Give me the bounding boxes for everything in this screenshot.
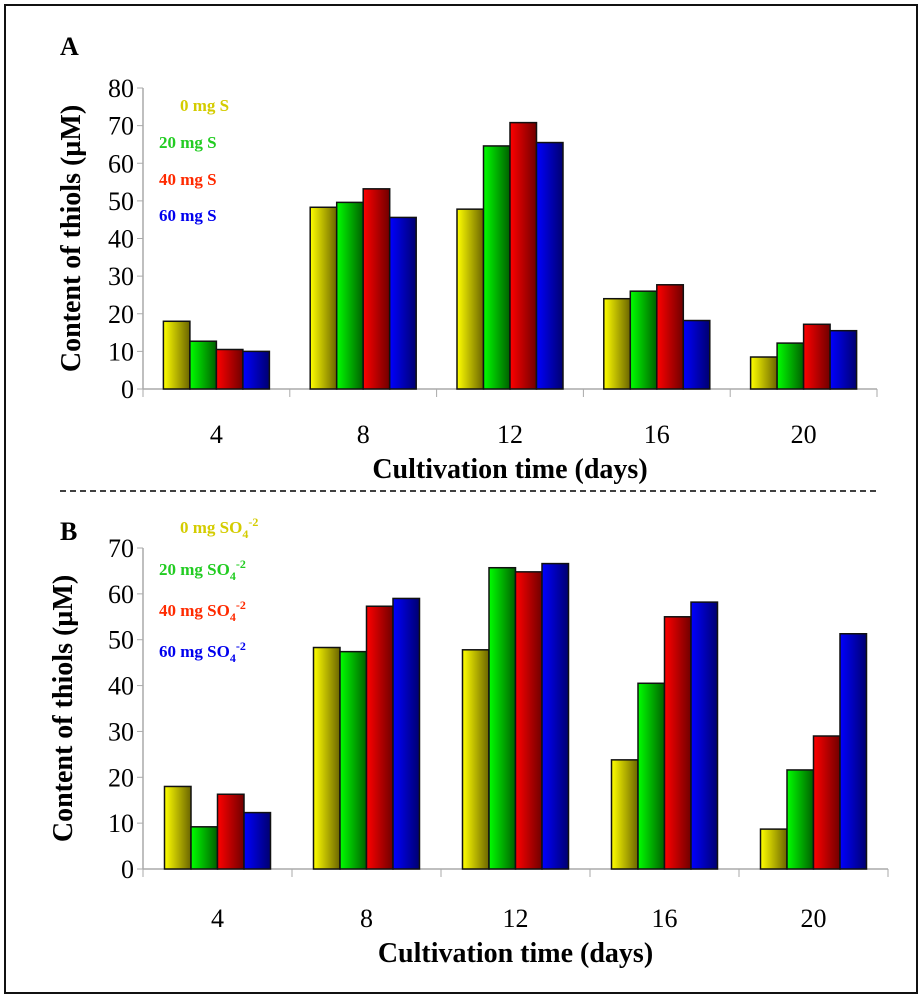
bar-20-mg-so-day-8 bbox=[339, 650, 368, 870]
bar-20-mg-so-day-16 bbox=[637, 682, 666, 870]
panel-label: A bbox=[60, 32, 79, 61]
bar-20-mg-s-day-4 bbox=[189, 340, 218, 390]
bar-40-mg-s-day-8 bbox=[362, 188, 391, 390]
bar-60-mg-s-day-20 bbox=[829, 329, 858, 390]
bar-60-mg-s-day-4 bbox=[242, 350, 271, 390]
bar-0-mg-s-day-4 bbox=[162, 320, 191, 390]
bar-40-mg-so-day-12 bbox=[514, 571, 543, 870]
bar-0-mg-so-day-12 bbox=[461, 649, 490, 870]
bar-40-mg-s-day-16 bbox=[656, 284, 685, 390]
y-tick-label: 60 bbox=[108, 149, 134, 178]
legend-entry: 20 mg SO4-2 bbox=[159, 557, 246, 583]
legend-entry: 60 mg SO4-2 bbox=[159, 639, 246, 665]
bar-40-mg-s-day-12 bbox=[509, 121, 538, 390]
bar-0-mg-so-day-16 bbox=[610, 759, 639, 870]
y-tick-label: 10 bbox=[108, 809, 134, 838]
bar-0-mg-s-day-12 bbox=[456, 208, 485, 390]
chart-panel-A: A 0 10 20 30 40 50 60 70 80 4 8 12 16 20 0 mg S 20 mg S 4… bbox=[56, 32, 878, 485]
bar-20-mg-so-day-4 bbox=[190, 826, 219, 870]
y-tick-label: 70 bbox=[108, 112, 134, 141]
legend-entry: 40 mg S bbox=[159, 170, 217, 189]
bar-20-mg-so-day-20 bbox=[786, 769, 815, 870]
bar-20-mg-s-day-20 bbox=[776, 342, 805, 390]
chart-panel-B: B 0 10 20 30 40 50 60 70 4 8 12 16 20 0 mg SO4-2 20 mg … bbox=[48, 515, 889, 969]
bar-0-mg-so-day-4 bbox=[163, 785, 192, 870]
bar-60-mg-s-day-16 bbox=[682, 319, 711, 390]
bar-20-mg-so-day-12 bbox=[488, 566, 517, 870]
bar-60-mg-so-day-12 bbox=[541, 562, 570, 870]
bar-20-mg-s-day-12 bbox=[482, 145, 511, 390]
y-axis-title: Content of thiols (µM) bbox=[48, 575, 79, 842]
bar-40-mg-so-day-8 bbox=[365, 605, 394, 870]
bar-40-mg-so-day-4 bbox=[216, 793, 245, 870]
legend-entry: 0 mg SO4-2 bbox=[180, 515, 258, 541]
y-tick-label: 60 bbox=[108, 580, 134, 609]
panel-label: B bbox=[60, 517, 77, 546]
y-tick-label: 40 bbox=[108, 225, 134, 254]
x-axis-title: Cultivation time (days) bbox=[378, 938, 653, 969]
figure-frame bbox=[4, 4, 918, 994]
bar-60-mg-so-day-20 bbox=[839, 633, 868, 870]
bar-60-mg-so-day-8 bbox=[392, 597, 421, 870]
x-tick-label: 20 bbox=[791, 420, 817, 449]
bar-40-mg-s-day-4 bbox=[215, 348, 244, 390]
y-tick-label: 50 bbox=[108, 187, 134, 216]
y-tick-label: 0 bbox=[121, 375, 134, 404]
y-tick-label: 30 bbox=[108, 262, 134, 291]
x-tick-label: 4 bbox=[211, 904, 224, 933]
x-tick-label: 16 bbox=[652, 904, 678, 933]
x-tick-label: 20 bbox=[801, 904, 827, 933]
y-tick-label: 80 bbox=[108, 74, 134, 103]
legend-entry: 60 mg S bbox=[159, 206, 217, 225]
bar-20-mg-s-day-8 bbox=[335, 201, 364, 390]
x-tick-label: 12 bbox=[497, 420, 523, 449]
y-axis-title: Content of thiols (µM) bbox=[56, 105, 87, 372]
bar-40-mg-so-day-16 bbox=[663, 616, 692, 870]
x-tick-label: 4 bbox=[210, 420, 223, 449]
bar-40-mg-so-day-20 bbox=[812, 735, 841, 870]
bar-60-mg-so-day-16 bbox=[690, 601, 719, 870]
bar-40-mg-s-day-20 bbox=[802, 323, 831, 390]
y-tick-label: 50 bbox=[108, 626, 134, 655]
bar-0-mg-s-day-8 bbox=[309, 206, 338, 390]
bar-60-mg-s-day-8 bbox=[388, 216, 417, 390]
bar-0-mg-so-day-20 bbox=[759, 828, 788, 870]
bar-20-mg-s-day-16 bbox=[629, 290, 658, 390]
bar-0-mg-s-day-16 bbox=[603, 297, 632, 390]
y-tick-label: 30 bbox=[108, 717, 134, 746]
legend-entry: 40 mg SO4-2 bbox=[159, 598, 246, 624]
y-tick-label: 20 bbox=[108, 763, 134, 792]
bar-0-mg-s-day-20 bbox=[749, 356, 778, 390]
y-tick-label: 10 bbox=[108, 337, 134, 366]
y-tick-label: 40 bbox=[108, 672, 134, 701]
legend-entry: 20 mg S bbox=[159, 133, 217, 152]
bar-0-mg-so-day-8 bbox=[312, 646, 341, 870]
bar-60-mg-s-day-12 bbox=[535, 141, 564, 390]
y-tick-label: 0 bbox=[121, 855, 134, 884]
x-axis-title: Cultivation time (days) bbox=[372, 454, 647, 485]
x-tick-label: 8 bbox=[360, 904, 373, 933]
x-tick-label: 16 bbox=[644, 420, 670, 449]
x-tick-label: 12 bbox=[503, 904, 529, 933]
y-tick-label: 20 bbox=[108, 300, 134, 329]
y-tick-label: 70 bbox=[108, 534, 134, 563]
x-tick-label: 8 bbox=[357, 420, 370, 449]
bar-60-mg-so-day-4 bbox=[243, 811, 272, 870]
legend-entry: 0 mg S bbox=[180, 96, 229, 115]
